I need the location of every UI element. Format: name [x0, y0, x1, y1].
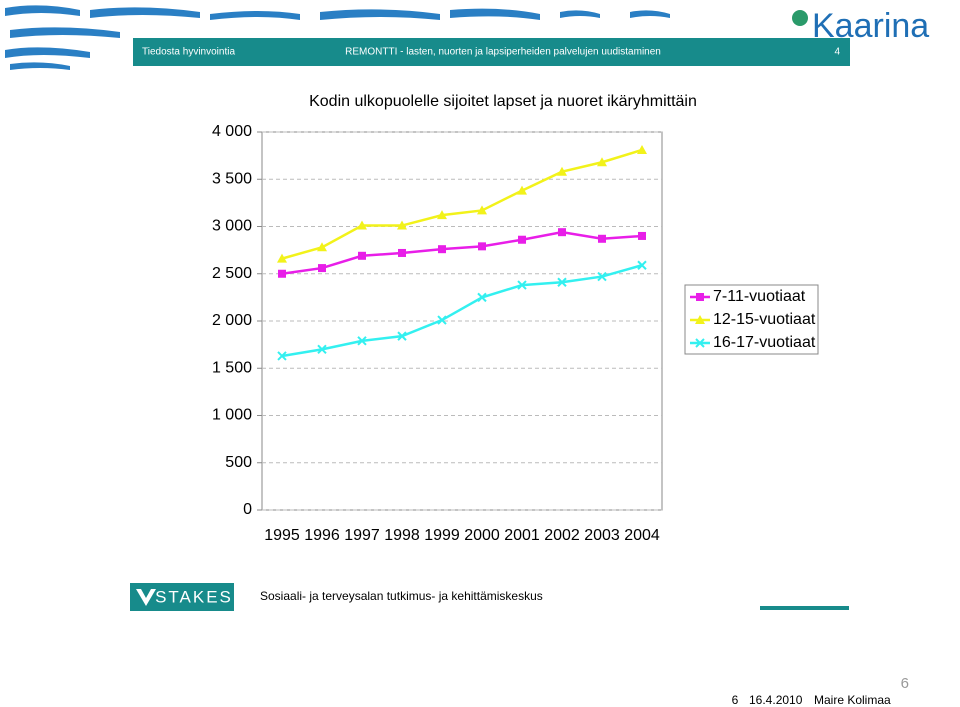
x-tick-label: 2001 — [504, 527, 540, 544]
header-right: 4 — [834, 47, 840, 58]
point — [317, 344, 327, 355]
footer-org: Sosiaali- ja terveysalan tutkimus- ja ke… — [260, 589, 543, 603]
point — [478, 242, 486, 251]
point — [317, 242, 327, 252]
y-tick-label: 3 500 — [212, 170, 252, 187]
legend-label: 12-15-vuotiaat — [713, 311, 816, 328]
x-tick-label: 1995 — [264, 527, 300, 544]
header-left: Tiedosta hyvinvointia — [142, 47, 235, 58]
point — [437, 315, 447, 325]
point — [357, 220, 367, 230]
logo-mark — [792, 10, 808, 26]
x-tick-label: 2003 — [584, 527, 620, 544]
footer-date: 16.4.2010 — [749, 693, 803, 707]
y-tick-label: 1 000 — [212, 407, 252, 424]
point — [638, 231, 646, 240]
point — [518, 235, 526, 244]
point — [277, 253, 287, 263]
point — [398, 248, 406, 257]
y-tick-label: 0 — [243, 501, 252, 518]
point — [557, 277, 567, 287]
header-center: REMONTTI - lasten, nuorten ja lapsiperhe… — [345, 47, 661, 58]
series-line — [281, 148, 643, 260]
chart-title: Kodin ulkopuolelle sijoitet lapset ja nu… — [309, 93, 697, 110]
point — [597, 157, 607, 167]
point — [558, 228, 566, 237]
footer-rule — [760, 606, 849, 610]
point — [437, 210, 447, 220]
y-tick-label: 2 500 — [212, 265, 252, 282]
x-tick-label: 2004 — [624, 527, 660, 544]
point — [397, 220, 407, 230]
y-tick-label: 4 000 — [212, 123, 252, 140]
x-tick-label: 1997 — [344, 527, 380, 544]
x-tick-label: 1996 — [304, 527, 340, 544]
legend-marker — [696, 293, 704, 301]
point — [517, 185, 527, 195]
legend-marker — [695, 338, 705, 348]
wave-decoration — [5, 5, 670, 70]
legend-marker — [695, 315, 705, 324]
point — [517, 280, 527, 290]
footer-number: 6 — [732, 693, 739, 707]
y-tick-label: 1 500 — [212, 359, 252, 376]
stakes-text: STAKES — [155, 587, 233, 606]
y-tick-label: 500 — [225, 454, 252, 471]
x-tick-label: 1999 — [424, 527, 460, 544]
stakes-icon — [136, 589, 156, 606]
point — [637, 260, 647, 270]
point — [278, 269, 286, 278]
point — [477, 292, 487, 303]
x-tick-label: 2002 — [544, 527, 580, 544]
header-bar — [133, 38, 850, 66]
point — [358, 251, 366, 260]
series-line — [281, 264, 643, 358]
series-line — [281, 230, 643, 275]
legend-label: 7-11-vuotiaat — [713, 288, 806, 305]
point — [557, 166, 567, 176]
point — [477, 205, 487, 215]
x-tick-label: 2000 — [464, 527, 500, 544]
point — [598, 234, 606, 243]
point — [397, 331, 407, 341]
point — [277, 351, 287, 361]
footer-author: Maire Kolimaa — [814, 693, 891, 707]
x-tick-label: 1998 — [384, 527, 420, 544]
slide-number: 6 — [901, 675, 909, 692]
point — [597, 271, 607, 282]
point — [637, 144, 647, 154]
point — [357, 336, 367, 346]
y-tick-label: 2 000 — [212, 312, 252, 329]
legend-label: 16-17-vuotiaat — [713, 334, 816, 351]
y-tick-label: 3 000 — [212, 218, 252, 235]
point — [318, 264, 326, 273]
point — [438, 245, 446, 254]
